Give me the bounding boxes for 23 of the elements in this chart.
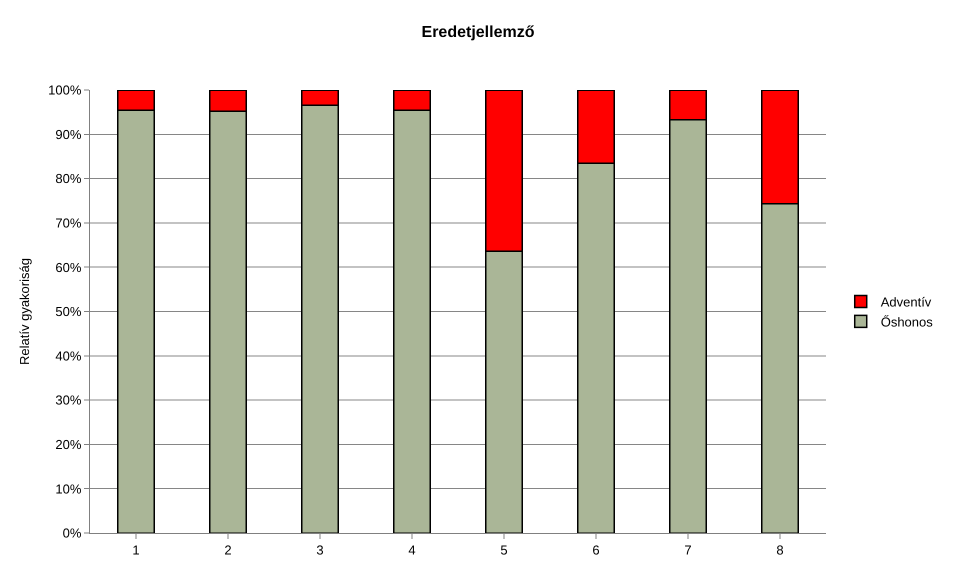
x-tick-label: 2 bbox=[224, 542, 232, 558]
y-tick-label: 40% bbox=[55, 348, 82, 364]
x-tick-label: 5 bbox=[500, 542, 508, 558]
legend-label: Adventív bbox=[880, 294, 932, 310]
y-tick-label: 20% bbox=[55, 436, 82, 452]
chart-title: Eredetjellemző bbox=[422, 24, 535, 41]
y-tick-label: 0% bbox=[62, 526, 82, 541]
y-tick-label: 80% bbox=[55, 171, 82, 186]
y-tick-label: 10% bbox=[55, 481, 82, 496]
x-tick-label: 6 bbox=[592, 542, 600, 558]
y-tick-label: 100% bbox=[48, 82, 82, 98]
x-tick-label: 4 bbox=[408, 542, 416, 558]
x-tick-label: 8 bbox=[776, 542, 784, 558]
x-tick-label: 7 bbox=[684, 542, 692, 558]
y-tick-label: 70% bbox=[55, 215, 82, 230]
y-tick-label: 60% bbox=[55, 260, 82, 275]
y-axis-title: Relatív gyakoriság bbox=[17, 258, 32, 365]
y-tick-label: 50% bbox=[55, 304, 82, 320]
legend-label: Őshonos bbox=[880, 314, 934, 330]
y-tick-label: 30% bbox=[55, 392, 82, 408]
y-tick-label: 90% bbox=[55, 126, 82, 142]
x-tick-label: 1 bbox=[132, 542, 140, 558]
x-tick-label: 3 bbox=[316, 542, 324, 558]
